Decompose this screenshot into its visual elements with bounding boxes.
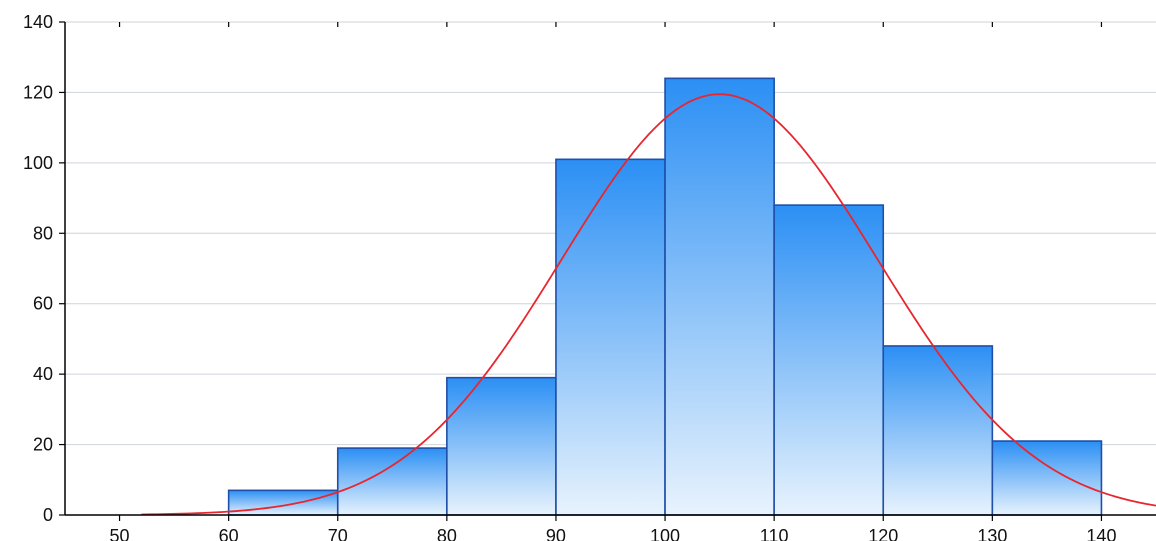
x-tick-label-140: 140 [1086,526,1116,541]
x-tick-label-110: 110 [760,526,789,541]
y-tick-label-0: 0 [43,505,53,525]
fitted-curve [141,93,1156,516]
bar-70-80 [336,447,448,516]
x-tick-label-90: 90 [546,526,566,541]
bar-120-130 [882,345,994,516]
x-tick-label-120: 120 [868,526,898,541]
bar-90-100 [555,158,666,516]
bar-130-140 [991,440,1103,516]
histogram-bars [227,77,1103,516]
x-tick-label-130: 130 [977,526,1007,541]
y-tick-label-20: 20 [33,435,53,455]
y-tick-label-120: 120 [23,82,53,102]
normal-curve-line [141,93,1156,516]
x-tick-label-50: 50 [110,526,130,541]
y-tick-label-60: 60 [33,294,53,314]
bar-100-110 [664,77,775,516]
x-tick-label-100: 100 [650,526,680,541]
y-tick-label-80: 80 [33,223,53,243]
axes [59,21,1156,521]
bar-60-70 [227,489,339,516]
bar-110-120 [773,204,885,516]
x-tick-label-60: 60 [219,526,239,541]
y-tick-label-100: 100 [23,153,53,173]
bar-80-90 [446,376,557,516]
x-tick-label-80: 80 [437,526,457,541]
y-tick-label-40: 40 [33,364,53,384]
y-tick-label-140: 140 [23,12,53,32]
x-tick-label-70: 70 [328,526,348,541]
tick-labels: 0 20 40 60 80 100 120 140 50 60 70 80 90 100 110 120 130… [23,12,1117,541]
